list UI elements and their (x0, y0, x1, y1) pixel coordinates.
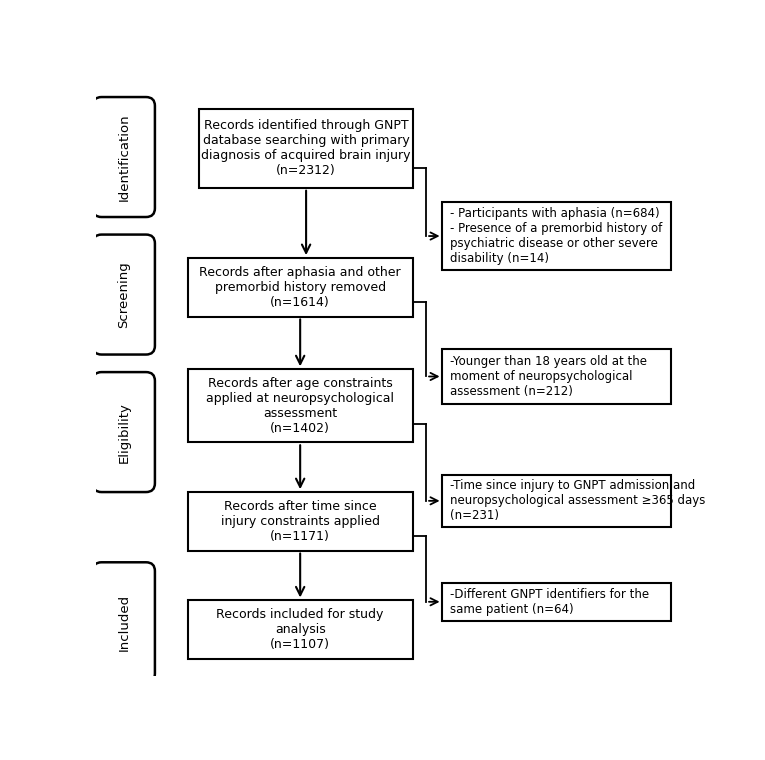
Text: -Different GNPT identifiers for the
same patient (n=64): -Different GNPT identifiers for the same… (450, 587, 649, 616)
FancyBboxPatch shape (93, 235, 155, 355)
FancyBboxPatch shape (442, 349, 671, 404)
FancyBboxPatch shape (187, 492, 413, 550)
FancyBboxPatch shape (442, 202, 671, 270)
Text: -Time since injury to GNPT admission and
neuropsychological assessment ≥365 days: -Time since injury to GNPT admission and… (450, 480, 705, 522)
Text: Records after age constraints
applied at neuropsychological
assessment
(n=1402): Records after age constraints applied at… (206, 377, 394, 435)
Text: - Participants with aphasia (n=684)
- Presence of a premorbid history of
psychia: - Participants with aphasia (n=684) - Pr… (450, 207, 662, 265)
FancyBboxPatch shape (187, 369, 413, 442)
Text: Records included for study
analysis
(n=1107): Records included for study analysis (n=1… (216, 608, 384, 651)
Text: Records after time since
injury constraints applied
(n=1171): Records after time since injury constrai… (220, 500, 379, 543)
FancyBboxPatch shape (442, 583, 671, 621)
FancyBboxPatch shape (200, 109, 413, 188)
FancyBboxPatch shape (93, 372, 155, 492)
Text: Screening: Screening (117, 261, 130, 328)
Text: Identification: Identification (117, 113, 130, 201)
FancyBboxPatch shape (442, 474, 671, 527)
FancyBboxPatch shape (93, 562, 155, 682)
Text: Records identified through GNPT
database searching with primary
diagnosis of acq: Records identified through GNPT database… (201, 119, 411, 177)
Text: Eligibility: Eligibility (117, 401, 130, 463)
FancyBboxPatch shape (93, 97, 155, 217)
Text: Included: Included (117, 594, 130, 651)
FancyBboxPatch shape (187, 600, 413, 659)
Text: Records after aphasia and other
premorbid history removed
(n=1614): Records after aphasia and other premorbi… (200, 266, 401, 309)
Text: -Younger than 18 years old at the
moment of neuropsychological
assessment (n=212: -Younger than 18 years old at the moment… (450, 355, 646, 398)
FancyBboxPatch shape (187, 258, 413, 316)
